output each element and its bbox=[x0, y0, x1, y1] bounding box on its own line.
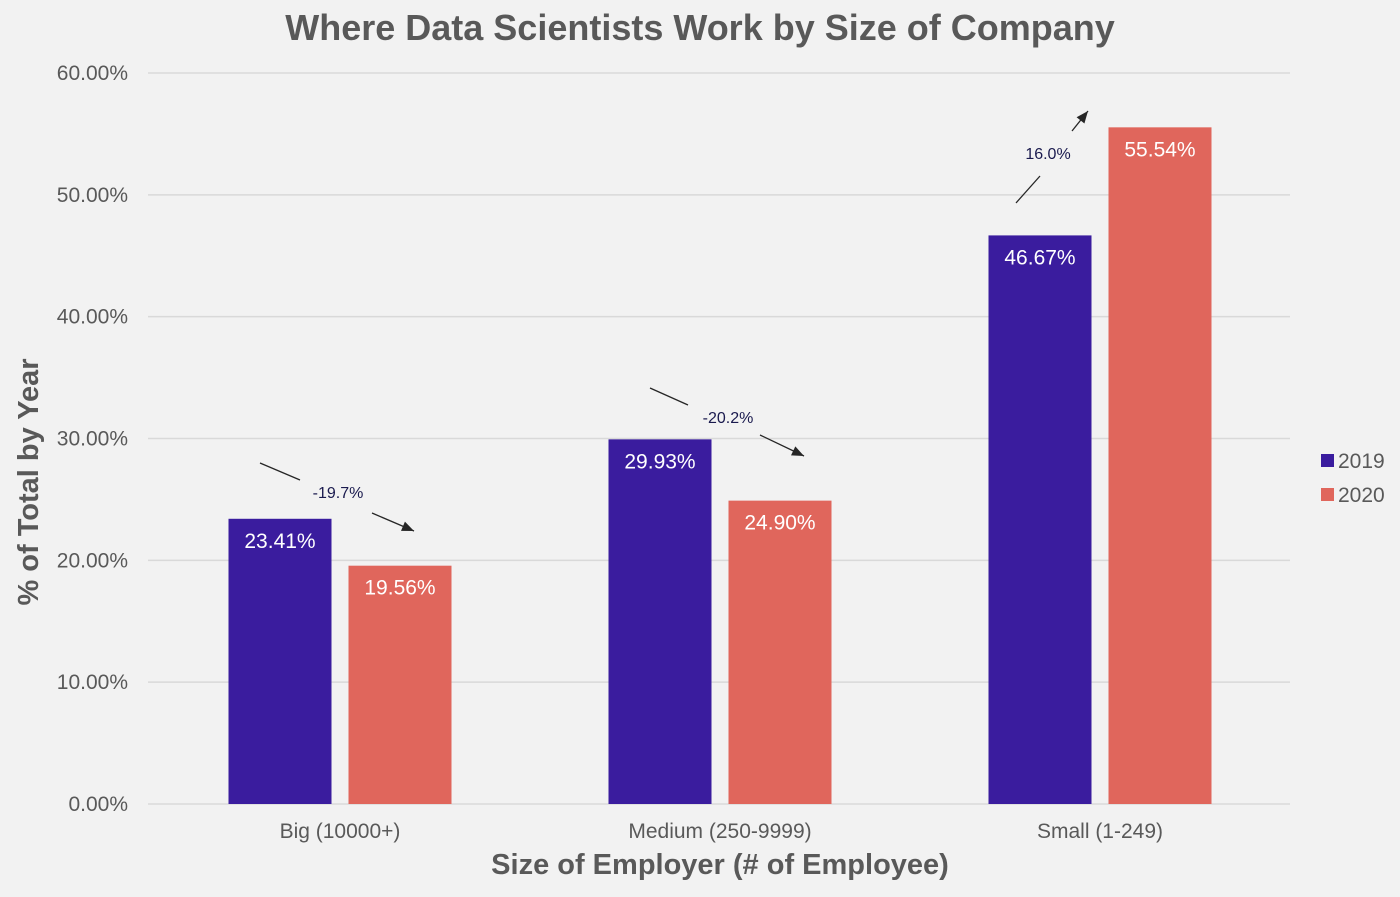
annotation-line bbox=[1015, 175, 1041, 204]
y-tick-label: 50.00% bbox=[57, 184, 128, 207]
data-label: 19.56% bbox=[364, 577, 435, 600]
legend-label: 2019 bbox=[1338, 450, 1385, 473]
x-tick-label: Medium (250-9999) bbox=[628, 820, 811, 843]
x-axis-ticks: Big (10000+) Medium (250-9999) Small (1-24… bbox=[280, 820, 1163, 843]
bars bbox=[228, 127, 1212, 805]
change-annotation: 16.0% bbox=[1015, 110, 1089, 204]
y-tick-label: 0.00% bbox=[68, 793, 128, 816]
bar-2019 bbox=[608, 439, 712, 804]
y-tick-label: 20.00% bbox=[57, 549, 128, 572]
y-tick-label: 40.00% bbox=[57, 306, 128, 329]
arrowhead-icon bbox=[1076, 111, 1088, 124]
annotation-label: 16.0% bbox=[1025, 146, 1070, 163]
annotation-line bbox=[649, 387, 689, 406]
arrowhead-icon bbox=[791, 446, 804, 456]
legend-swatch bbox=[1321, 454, 1334, 467]
arrowhead-icon bbox=[401, 521, 414, 531]
bar-2019 bbox=[988, 235, 1092, 805]
y-axis-title: % of Total by Year bbox=[13, 358, 45, 605]
data-label: 55.54% bbox=[1124, 138, 1195, 161]
change-annotation: -20.2% bbox=[649, 387, 805, 457]
data-label: 24.90% bbox=[744, 512, 815, 535]
legend-item-2019: 2019 bbox=[1321, 450, 1385, 473]
y-tick-label: 30.00% bbox=[57, 428, 128, 451]
data-label: 46.67% bbox=[1004, 246, 1075, 269]
data-label: 23.41% bbox=[244, 530, 315, 553]
annotation-line bbox=[259, 462, 301, 481]
x-tick-label: Big (10000+) bbox=[280, 820, 401, 843]
y-axis-ticks: 0.00% 10.00% 20.00% 30.00% 40.00% 50.00% 60.00… bbox=[57, 62, 128, 816]
x-tick-label: Small (1-249) bbox=[1037, 820, 1163, 843]
legend-label: 2020 bbox=[1338, 484, 1385, 507]
y-tick-label: 60.00% bbox=[57, 62, 128, 85]
bar-2019 bbox=[228, 518, 332, 804]
bar-2020 bbox=[728, 500, 832, 804]
x-axis-title: Size of Employer (# of Employee) bbox=[491, 849, 949, 881]
legend: 2019 2020 bbox=[1321, 450, 1385, 507]
chart-title: Where Data Scientists Work by Size of Co… bbox=[285, 7, 1115, 48]
annotation-label: -19.7% bbox=[313, 485, 364, 502]
legend-swatch bbox=[1321, 488, 1334, 501]
data-labels: 23.41% 19.56% 29.93% 24.90% 46.67% 55.54% bbox=[244, 138, 1195, 599]
annotations: -19.7% -20.2% 16.0% bbox=[259, 110, 1089, 532]
bar-2020 bbox=[1108, 127, 1212, 805]
y-tick-label: 10.00% bbox=[57, 671, 128, 694]
legend-item-2020: 2020 bbox=[1321, 484, 1385, 507]
bar-2020 bbox=[348, 565, 452, 804]
change-annotation: -19.7% bbox=[259, 462, 415, 532]
gridlines bbox=[148, 72, 1290, 805]
annotation-label: -20.2% bbox=[703, 410, 754, 427]
data-label: 29.93% bbox=[624, 450, 695, 473]
